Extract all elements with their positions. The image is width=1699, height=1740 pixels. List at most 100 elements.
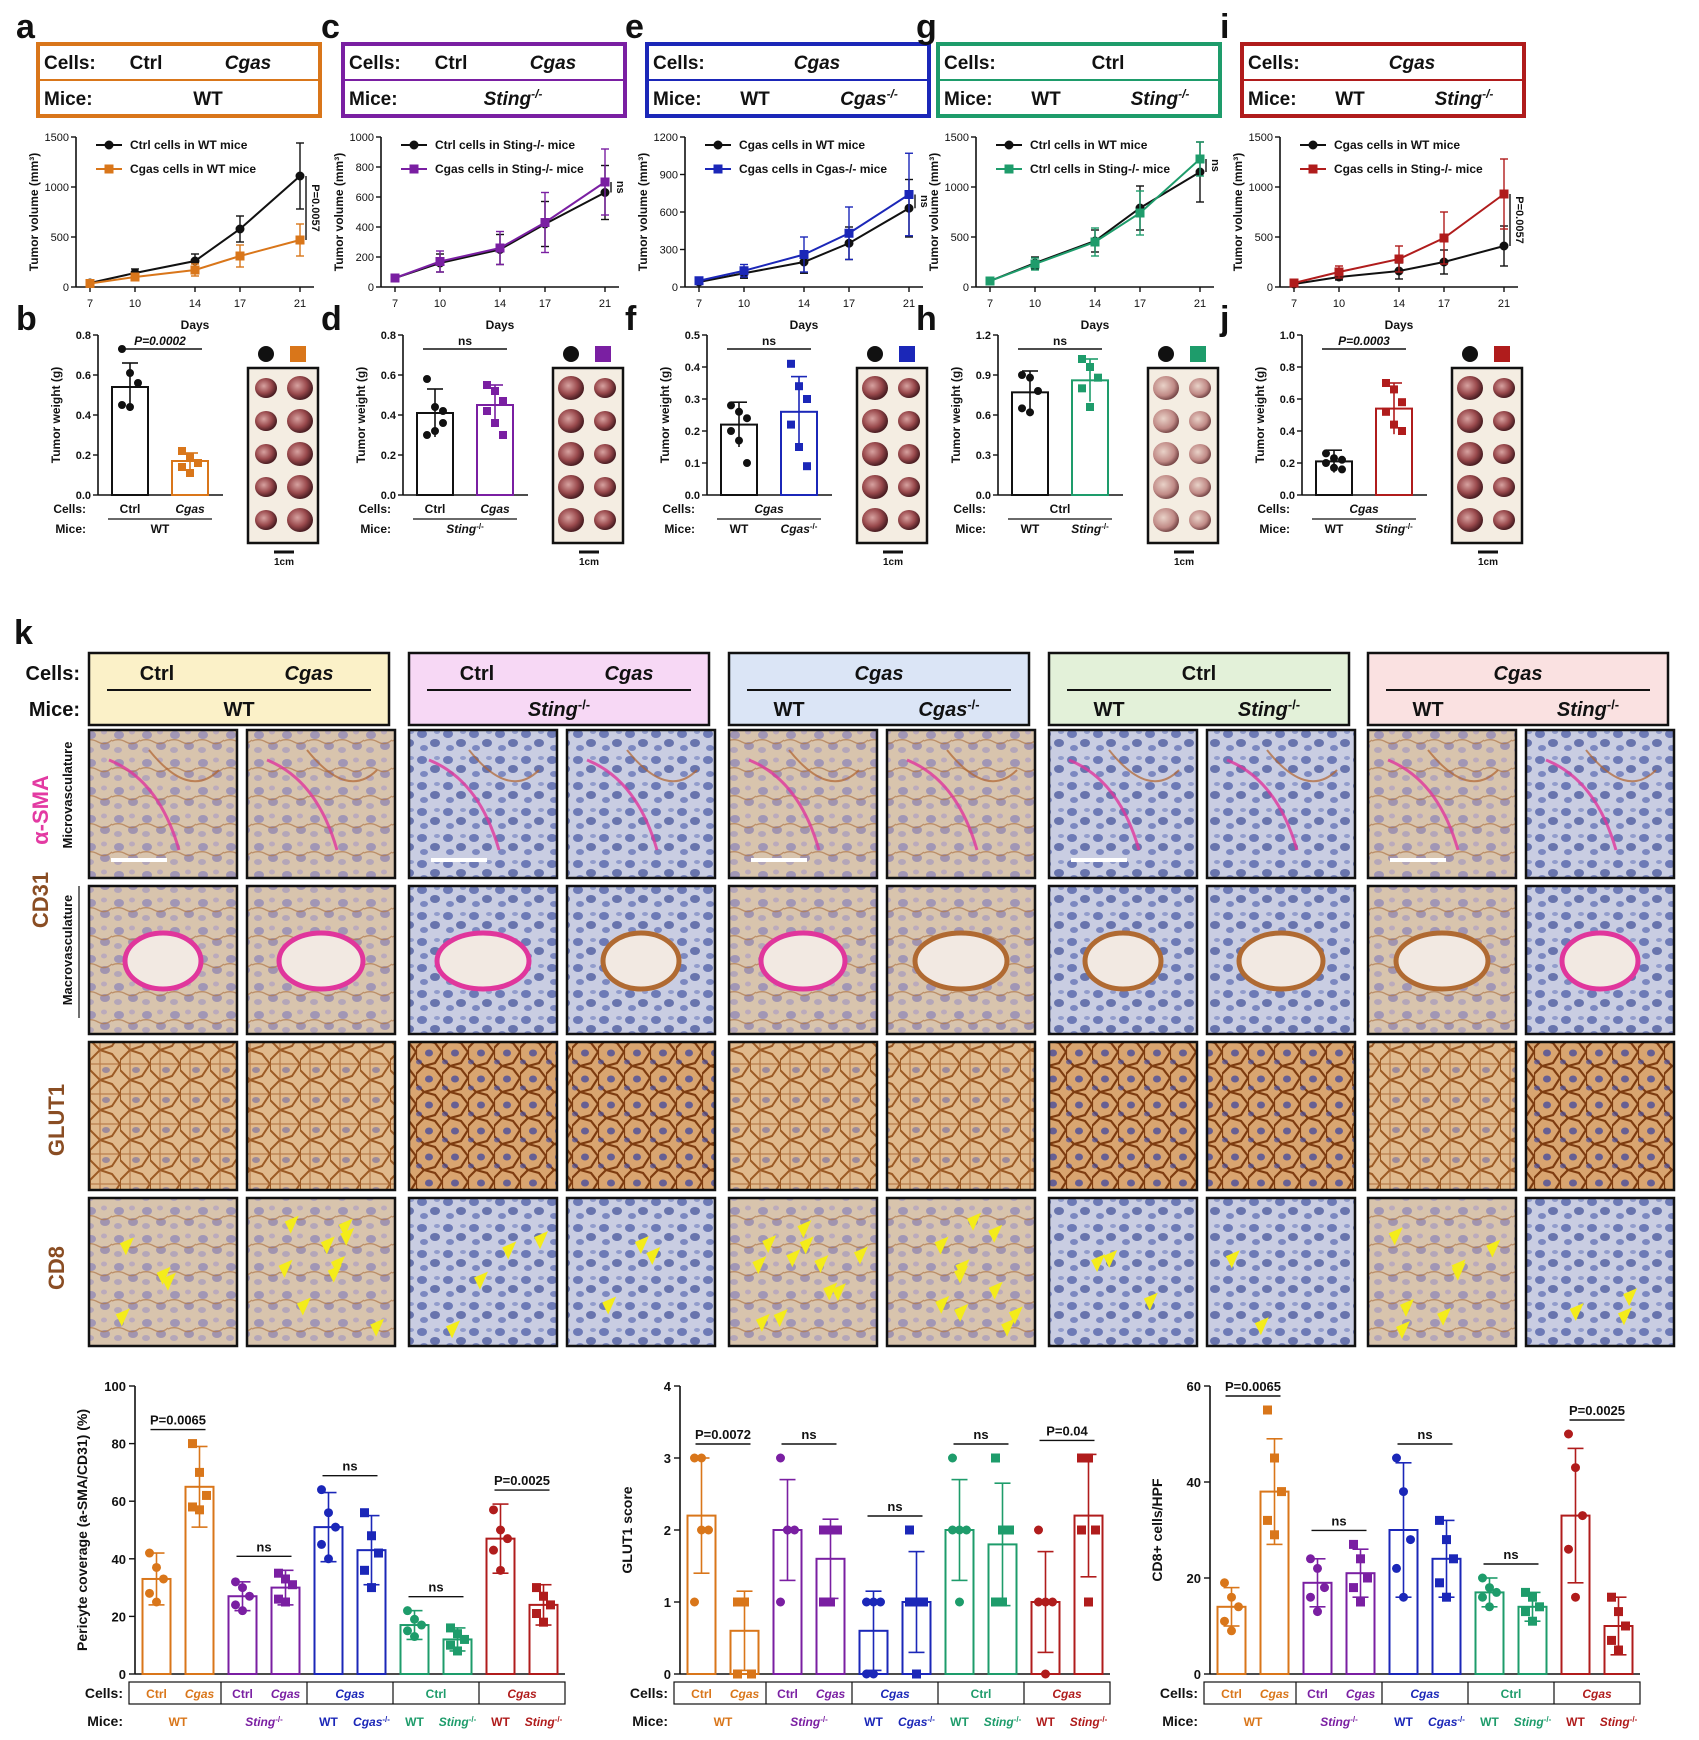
cells-table [673,1681,1111,1705]
tumor-specimen [558,442,584,466]
y-tick-label: 0.0 [685,490,700,502]
cd8-arrow-icon [823,1282,838,1301]
experiment-column-i: i Cells: Mice: Cgas WT Sting-/- 0 500 1000 1500 7 1… [1219,8,1526,568]
data-point [1435,1578,1444,1588]
data-point [1135,208,1145,218]
microvessel [1387,758,1460,851]
k-header-cells: Ctrl [1182,663,1216,685]
data-point [390,273,400,283]
data-point [152,1562,161,1572]
cd8-arrow-icon [1569,1303,1584,1322]
cd8-arrow-icon [446,1320,461,1339]
ctrl-marker-dot [258,346,274,362]
data-point [126,369,134,377]
data-point [1034,1525,1043,1535]
mice-label: Mice: [360,522,391,536]
mice-value: WT [1566,1715,1585,1729]
x-tick-label: 7 [392,298,398,310]
microvasculature-label: Microvasculature [60,742,75,849]
x-tick-label: 21 [1194,298,1206,310]
data-point [496,1525,505,1535]
data-point [1499,189,1509,199]
data-point [833,1525,842,1535]
data-point [697,1525,706,1535]
cd8-arrow-icon [967,1212,982,1231]
tumor-weight-chart-j: j 0.0 0.2 0.4 0.6 0.8 1.0 Tumor weight (g) P=0.0… [1219,300,1524,568]
data-point [85,279,95,288]
data-point [1485,1602,1494,1612]
ihc-image [1524,1196,1676,1348]
cd31-vessel [468,749,540,783]
y-tick-label: 300 [660,245,678,257]
legend-entry: Cgas cells in Cgas-/- mice [739,162,887,176]
ihc-tissue [727,1040,879,1192]
data-point [1084,1453,1093,1463]
data-point [288,1580,297,1590]
cells-table [128,1681,566,1705]
mice-value: Sting-/- [446,522,484,537]
quant-chart-2: 0 20 40 60 CD8+ cells/HPF P=0.0065 ns ns ns P=0.0… [1149,1379,1641,1729]
ctrl-marker-dot [563,346,579,362]
data-point [1322,459,1330,467]
ihc-image [1366,728,1518,880]
legend-entry: Ctrl cells in Sting-/- mice [1030,162,1170,176]
cells-label: Cells: [26,663,80,685]
y-tick-label: 1500 [45,132,69,144]
cells-value: Ctrl [232,1687,253,1701]
data-point [912,1669,921,1679]
data-point [1356,1597,1365,1607]
y-tick-label: 0.6 [76,370,91,382]
tumor-specimen [1153,409,1179,433]
data-point [499,397,507,405]
microvessel [1545,758,1618,851]
data-point [1528,1616,1537,1626]
y-axis-title: Tumor weight (g) [949,367,963,463]
x-axis-title: Days [1385,318,1414,332]
legend-entry: Ctrl cells in WT mice [130,138,248,152]
cd8-arrow-icon [1091,1254,1106,1273]
panel-letter-h: h [916,300,937,338]
y-tick-label: 60 [112,1494,126,1509]
data-point [1091,1525,1100,1535]
data-point [1382,379,1390,387]
y-axis-title: Tumor weight (g) [49,367,63,463]
data-point [1018,371,1026,379]
data-point [483,381,491,389]
ihc-image [407,1040,559,1192]
data-point [503,1534,512,1544]
tumor-specimen [1189,444,1211,464]
panel-letter-f: f [625,300,637,338]
data-point [410,1614,419,1624]
y-tick-label: 0.6 [976,410,991,422]
mice-value: Sting-/- [1131,87,1190,110]
cells-value: Ctrl [146,1687,167,1701]
data-point [876,1597,885,1607]
data-point [295,171,305,181]
data-point [1077,1525,1086,1535]
tumor-specimen [287,508,313,532]
data-point [799,250,809,259]
cells-label: Cells: [349,53,401,74]
scale-bar-label: 1cm [274,557,294,568]
ihc-image [245,1196,397,1348]
cells-value: Cgas [175,502,205,516]
data-point [1330,454,1338,463]
cd8-arrow-icon [1623,1288,1638,1307]
cd8-arrow-icon [799,1236,814,1255]
y-tick-label: 0.3 [976,450,991,462]
y-tick-label: 0.4 [685,362,701,374]
ihc-image [245,884,397,1036]
mice-label: Mice: [944,89,993,110]
significance-label: P=0.0072 [695,1427,751,1442]
ihc-image [407,884,559,1036]
mice-value: WT [193,89,223,110]
cells-value: Cgas [1346,1687,1376,1701]
tumor-volume-chart-i: 0 500 1000 1500 7 10 14 17 21 Days Tumor volume (m… [1231,132,1525,332]
data-point [905,1525,914,1535]
cells-value: Cgas [754,502,784,516]
glut1-label: GLUT1 [44,1084,69,1156]
tumor-specimen [1153,376,1179,400]
tumor-specimen [1189,411,1211,431]
cells-value: Ctrl [425,502,446,516]
x-axis-title: Days [181,318,210,332]
